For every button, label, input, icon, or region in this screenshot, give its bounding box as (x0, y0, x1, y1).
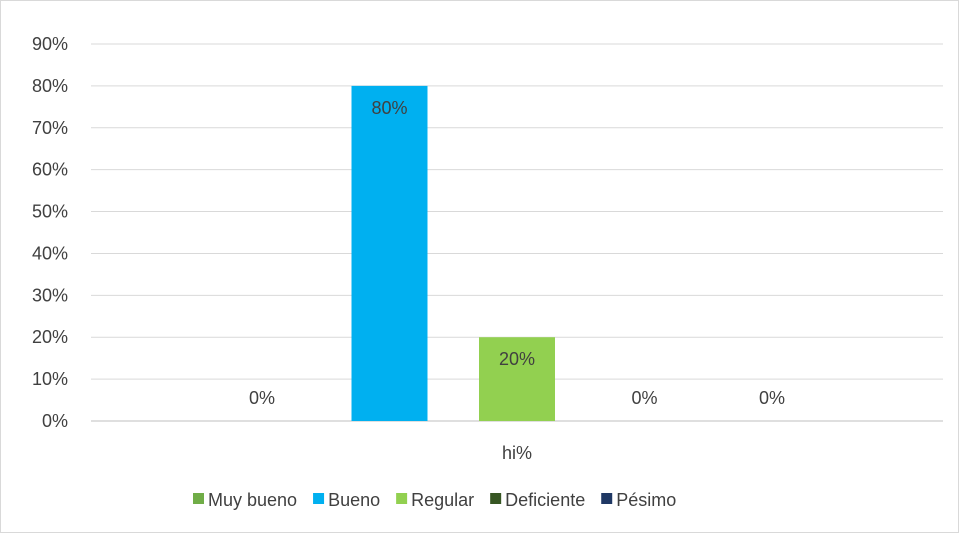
legend-label: Bueno (328, 490, 380, 510)
legend-label: Pésimo (616, 490, 676, 510)
data-label: 0% (631, 388, 657, 408)
bar-bueno (351, 85, 428, 421)
data-labels: 0% 80% 20% 0% 0% (249, 98, 785, 408)
y-tick-label: 30% (32, 285, 68, 305)
y-tick-label: 20% (32, 327, 68, 347)
data-label: 80% (371, 98, 407, 118)
bar-regular (479, 337, 555, 421)
legend-item: Bueno (313, 490, 380, 510)
legend-item: Regular (396, 490, 474, 510)
legend-swatch (313, 493, 325, 504)
data-label: 0% (759, 388, 785, 408)
legend-item: Muy bueno (193, 490, 297, 510)
legend-item: Pésimo (601, 490, 676, 510)
y-tick-label: 70% (32, 118, 68, 138)
legend-label: Regular (411, 490, 474, 510)
bars (351, 85, 555, 421)
y-tick-label: 10% (32, 369, 68, 389)
data-label: 20% (499, 349, 535, 369)
legend-swatch (396, 493, 408, 504)
data-label: 0% (249, 388, 275, 408)
y-tick-label: 0% (42, 411, 68, 431)
y-axis-tick-labels: 0% 10% 20% 30% 40% 50% 60% 70% 80% 90% (32, 34, 68, 431)
legend-swatch (601, 493, 613, 504)
legend-label: Muy bueno (208, 490, 297, 510)
y-tick-label: 40% (32, 243, 68, 263)
gridlines (91, 43, 943, 422)
legend-item: Deficiente (490, 490, 585, 510)
y-tick-label: 80% (32, 76, 68, 96)
legend: Muy bueno Bueno Regular Deficiente Pésimo (193, 490, 676, 510)
legend-swatch (193, 493, 204, 504)
y-tick-label: 60% (32, 160, 68, 180)
x-category-label: hi% (502, 443, 532, 463)
legend-swatch (490, 493, 502, 504)
x-axis-category-labels: hi% (502, 443, 532, 463)
y-tick-label: 50% (32, 202, 68, 222)
legend-label: Deficiente (505, 490, 585, 510)
y-tick-label: 90% (32, 34, 68, 54)
